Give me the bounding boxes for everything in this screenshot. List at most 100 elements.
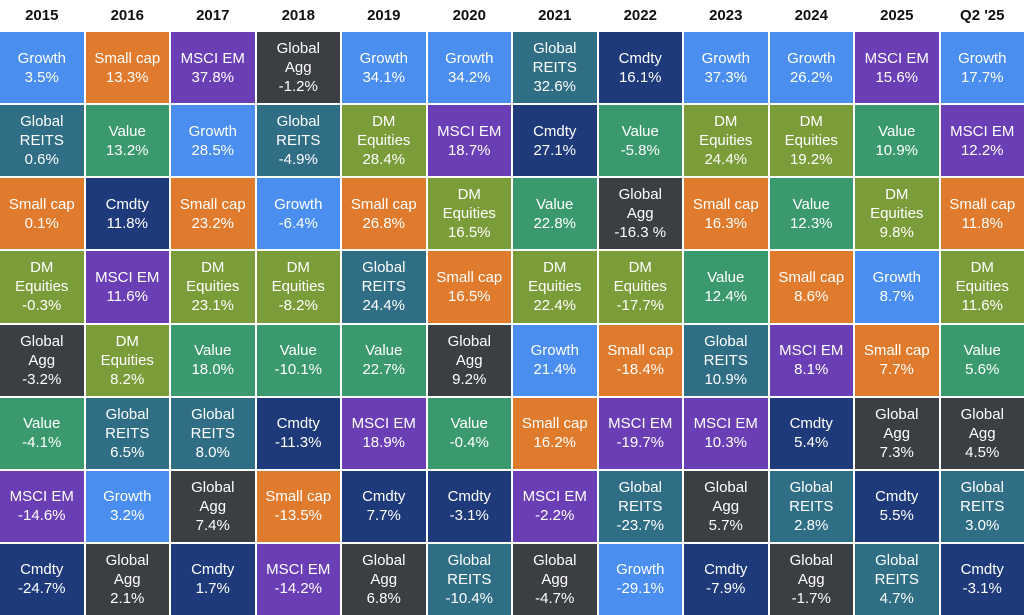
return-value: 0.1%	[24, 214, 59, 232]
column-header: 2023	[709, 6, 743, 24]
return-cell: DM Equities -8.2%	[256, 251, 340, 323]
return-cell: Global Agg 7.3%	[855, 397, 939, 469]
return-cell: DM Equities -0.3%	[0, 251, 84, 323]
column-header: 2024	[794, 6, 828, 24]
return-cell: Cmdty 27.1%	[513, 105, 597, 177]
return-value: 5.7%	[708, 516, 743, 534]
return-value: 16.5%	[447, 224, 491, 242]
return-cell: Value 22.7%	[342, 324, 426, 396]
return-cell: Global REITS 32.6%	[513, 32, 597, 104]
return-value: -4.9%	[278, 151, 318, 169]
asset-name: DM Equities	[100, 332, 154, 369]
return-value: 10.3%	[704, 434, 748, 452]
return-cell: Global REITS 3.0%	[940, 470, 1024, 542]
return-cell: Cmdty 5.5%	[855, 470, 939, 542]
asset-name: Global REITS	[105, 405, 150, 442]
asset-name: Small cap	[179, 195, 246, 213]
asset-name: Global Agg	[105, 551, 149, 588]
asset-name: Cmdty	[704, 561, 748, 579]
return-value: 16.5%	[447, 287, 491, 305]
asset-name: Small cap	[692, 195, 759, 213]
return-cell: MSCI EM -2.2%	[513, 470, 597, 542]
asset-name: DM Equities	[784, 113, 838, 150]
asset-name: DM Equities	[271, 259, 325, 296]
return-cell: Growth -6.4%	[256, 178, 340, 250]
return-value: 23.2%	[191, 214, 235, 232]
return-value: -18.4%	[616, 361, 665, 379]
return-cell: MSCI EM 12.2%	[940, 105, 1024, 177]
asset-name: Global REITS	[276, 113, 321, 150]
asset-name: Cmdty	[362, 488, 406, 506]
return-cell: Value 12.3%	[769, 178, 853, 250]
return-cell: MSCI EM -14.2%	[256, 543, 340, 615]
return-cell: DM Equities 8.2%	[85, 324, 169, 396]
return-cell: DM Equities 24.4%	[684, 105, 768, 177]
return-cell: Growth 37.3%	[684, 32, 768, 104]
return-cell: Small cap 23.2%	[171, 178, 255, 250]
return-cell: Small cap 13.3%	[85, 32, 169, 104]
return-value: -8.2%	[278, 297, 318, 315]
return-value: 10.9%	[875, 141, 919, 159]
asset-name: DM Equities	[528, 259, 582, 296]
return-value: 3.0%	[965, 516, 1000, 534]
asset-name: Global Agg	[704, 478, 748, 515]
return-value: 7.7%	[879, 361, 914, 379]
asset-name: Small cap	[521, 415, 588, 433]
return-value: -7.9%	[706, 580, 746, 598]
column-header: 2025	[880, 6, 914, 24]
asset-name: Small cap	[8, 195, 75, 213]
return-value: -1.2%	[278, 78, 318, 96]
asset-name: Global Agg	[789, 551, 833, 588]
return-cell: Global REITS 10.9%	[684, 324, 768, 396]
return-cell: Global REITS 2.8%	[769, 470, 853, 542]
asset-name: Value	[878, 122, 916, 140]
return-cell: Global REITS 4.7%	[855, 543, 939, 615]
asset-name: Value	[365, 342, 403, 360]
return-value: 8.2%	[110, 370, 145, 388]
asset-name: Growth	[445, 49, 494, 67]
return-value: 2.1%	[110, 589, 145, 607]
return-value: 32.6%	[533, 78, 577, 96]
asset-name: MSCI EM	[950, 122, 1015, 140]
asset-name: Global REITS	[618, 478, 663, 515]
return-value: -13.5%	[274, 507, 323, 525]
return-cell: Small cap 0.1%	[0, 178, 84, 250]
asset-name: MSCI EM	[266, 561, 331, 579]
asset-name: Global REITS	[703, 332, 748, 369]
return-cell: Global REITS -23.7%	[598, 470, 682, 542]
return-cell: MSCI EM 37.8%	[171, 32, 255, 104]
return-cell: Global REITS 0.6%	[0, 105, 84, 177]
return-cell: MSCI EM 11.6%	[85, 251, 169, 323]
return-value: 0.6%	[24, 151, 59, 169]
return-value: -29.1%	[616, 580, 665, 598]
return-value: -3.1%	[449, 507, 489, 525]
asset-name: Global Agg	[447, 332, 491, 369]
return-cell: Value -0.4%	[427, 397, 511, 469]
asset-name: MSCI EM	[693, 415, 758, 433]
column-header: 2017	[196, 6, 230, 24]
return-value: -11.3%	[275, 434, 322, 452]
return-cell: Global REITS 24.4%	[342, 251, 426, 323]
return-cell: DM Equities 16.5%	[427, 178, 511, 250]
asset-name: Value	[963, 342, 1001, 360]
asset-name: Global REITS	[532, 40, 577, 77]
return-cell: Global Agg -1.2%	[256, 32, 340, 104]
asset-name: Growth	[274, 195, 323, 213]
asset-name: Cmdty	[105, 195, 149, 213]
asset-name: Value	[707, 268, 745, 286]
return-value: 12.2%	[960, 141, 1004, 159]
return-value: 5.4%	[794, 434, 829, 452]
return-value: 4.7%	[879, 589, 914, 607]
return-value: -14.2%	[274, 580, 323, 598]
asset-name: Growth	[359, 49, 408, 67]
return-value: -5.8%	[620, 141, 660, 159]
return-cell: Growth 26.2%	[769, 32, 853, 104]
return-value: 11.8%	[106, 214, 148, 232]
return-cell: Global Agg -1.7%	[769, 543, 853, 615]
return-value: 17.7%	[960, 68, 1004, 86]
return-value: 34.1%	[362, 68, 406, 86]
asset-name: MSCI EM	[180, 49, 245, 67]
return-value: 11.8%	[961, 214, 1003, 232]
return-cell: Global Agg 4.5%	[940, 397, 1024, 469]
